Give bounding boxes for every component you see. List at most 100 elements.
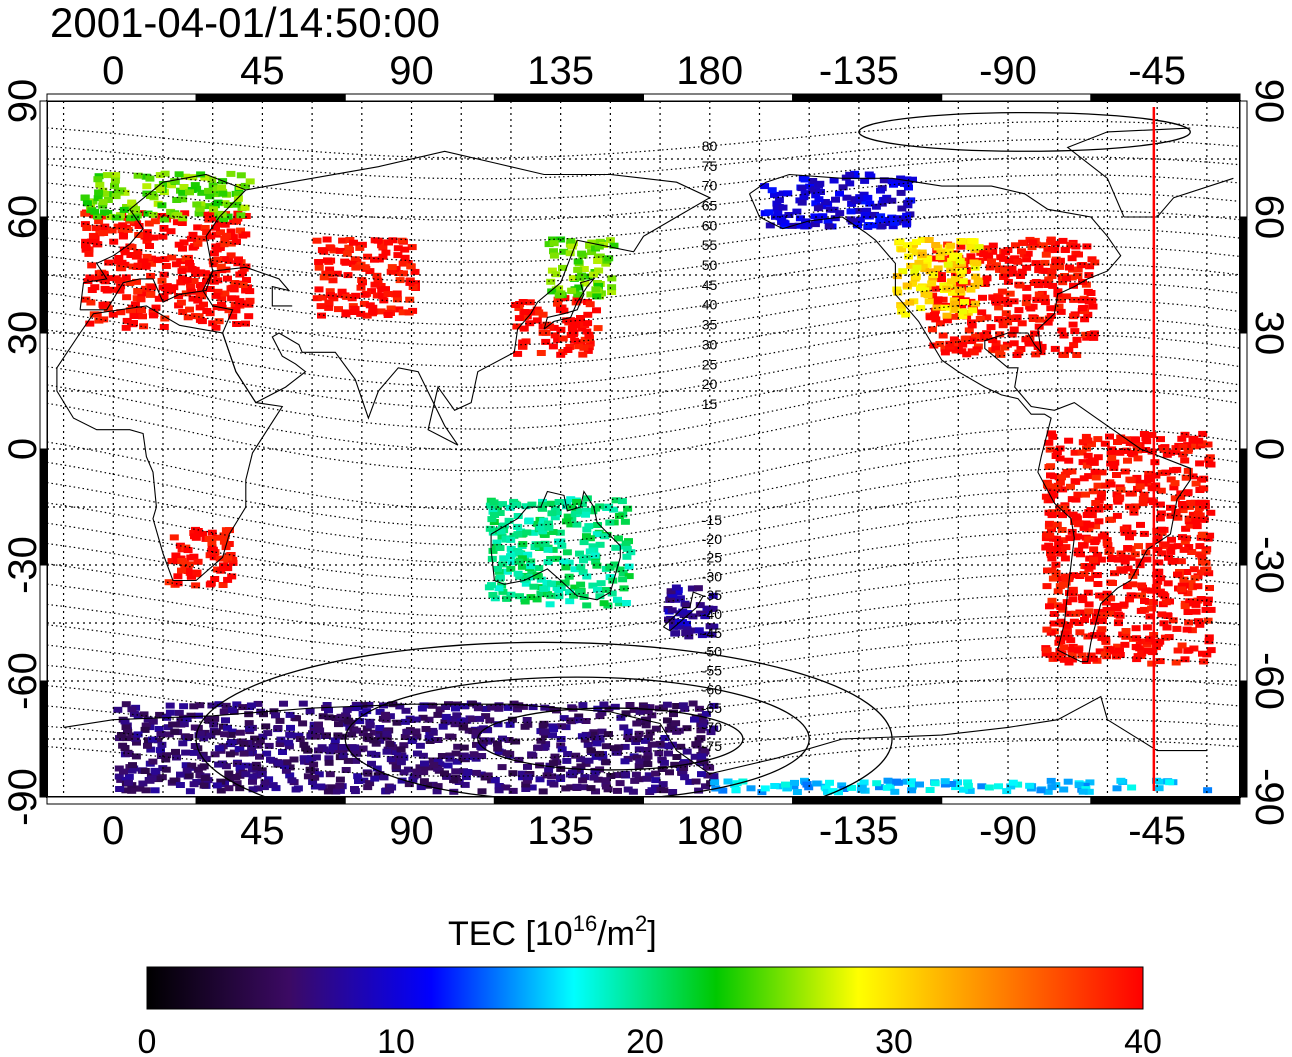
tec-cell (647, 741, 657, 748)
tec-cell (263, 730, 273, 737)
tec-cell (187, 288, 197, 295)
tec-cell (1046, 777, 1056, 784)
tec-region (80, 209, 255, 331)
tec-cell (154, 726, 164, 732)
tec-cell (200, 270, 210, 277)
magnetic-pole-contour (195, 641, 893, 797)
tec-cell (557, 746, 567, 753)
tec-cell (1132, 656, 1142, 663)
tec-cell (900, 217, 910, 224)
tec-cell (1115, 449, 1125, 456)
tec-cell (92, 213, 102, 220)
tec-cell (810, 221, 820, 228)
tec-cell (210, 576, 220, 582)
tec-cell (324, 299, 334, 306)
tec-cell (1126, 554, 1136, 561)
tec-cell (1046, 496, 1055, 503)
tec-cell (232, 201, 242, 208)
tec-cell (83, 278, 93, 284)
tec-cell (370, 256, 379, 263)
tec-cell (847, 200, 857, 207)
tec-cell (90, 284, 100, 291)
tec-cell (357, 277, 367, 284)
tec-cell (502, 595, 512, 602)
tec-cell (415, 742, 425, 749)
tec-cell (1112, 512, 1122, 519)
tec-cell (696, 735, 706, 742)
tec-cell (146, 272, 156, 279)
coastline (63, 695, 1207, 775)
tec-cell (1131, 625, 1141, 632)
tec-cell (1164, 554, 1173, 561)
tec-cell (1109, 464, 1119, 471)
tec-cell (210, 751, 220, 758)
magnetic-latitude-label: -45 (702, 625, 722, 641)
tec-cell (1081, 521, 1091, 528)
tec-cell (138, 313, 147, 320)
tec-cell (938, 332, 948, 339)
tec-cell (400, 246, 410, 253)
tec-cell (235, 764, 245, 771)
tec-cell (1108, 580, 1117, 586)
tec-cell (547, 288, 557, 295)
tec-cell (187, 573, 196, 580)
tec-cell (1190, 575, 1200, 582)
tec-cell (859, 779, 869, 786)
tec-cell (178, 275, 187, 282)
tec-cell (91, 225, 101, 232)
tec-cell (499, 555, 509, 562)
tec-cell (1112, 785, 1122, 792)
tec-cell (372, 292, 382, 299)
tec-cell (176, 299, 186, 306)
tec-cell (206, 233, 216, 240)
tec-cell (1203, 787, 1213, 794)
tec-cell (325, 288, 335, 295)
tec-cell (550, 505, 560, 512)
tec-cell (222, 232, 231, 239)
tec-cell (559, 558, 569, 565)
tec-cell (235, 729, 245, 736)
tec-cell (976, 249, 986, 256)
tec-cell (1112, 472, 1121, 478)
tec-cell (795, 215, 805, 222)
tec-cell (955, 258, 965, 265)
tec-cell (82, 200, 92, 207)
magnetic-latitude-label: 60 (702, 217, 718, 233)
tec-cell (228, 284, 238, 291)
tec-cell (1171, 659, 1181, 666)
tec-cell (977, 309, 987, 316)
tec-cell (129, 207, 139, 214)
tec-cell (1058, 581, 1068, 588)
tec-cell (1016, 273, 1026, 279)
tec-cell (318, 294, 328, 301)
tec-cell (141, 722, 151, 729)
tec-cell (583, 741, 593, 748)
lon-tick-top: 0 (102, 49, 124, 93)
tec-cell (1136, 521, 1145, 528)
tec-cell (239, 740, 249, 747)
tec-cell (405, 279, 415, 286)
tec-cell (1002, 788, 1012, 795)
tec-cell (1101, 482, 1111, 489)
tec-cell (1173, 543, 1183, 550)
tec-cell (1060, 247, 1070, 253)
tec-cell (325, 771, 335, 778)
tec-cell (1070, 449, 1080, 456)
tec-cell (1142, 480, 1152, 487)
tec-cell (1181, 525, 1191, 532)
tec-cell (577, 250, 587, 257)
tec-cell (1084, 509, 1094, 516)
tec-cell (548, 343, 558, 350)
tec-cell (1161, 599, 1171, 606)
tec-cell (567, 325, 577, 332)
frame-bar-bottom (643, 796, 794, 805)
tec-cell (227, 573, 237, 580)
tec-cell (257, 767, 267, 774)
tec-cell (850, 170, 860, 177)
tec-cell (964, 327, 974, 334)
tec-cell (209, 261, 219, 268)
tec-cell (566, 717, 576, 724)
tec-cell (127, 244, 137, 251)
tec-cell (1050, 247, 1060, 253)
tec-cell (549, 252, 559, 259)
